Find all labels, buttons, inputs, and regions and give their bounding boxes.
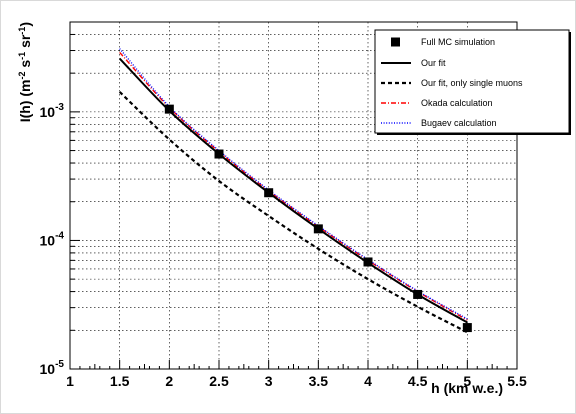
- x-tick-label: 2.5: [209, 373, 229, 389]
- y-tick-label-exponent: -5: [55, 359, 64, 370]
- y-tick-label-base: 10: [40, 104, 56, 120]
- data-point-full-mc-simulation: [214, 149, 224, 159]
- legend-box: [374, 29, 570, 134]
- y-axis-title: I(h) (m-2 s-1 sr-1): [17, 22, 33, 122]
- x-tick-label: 5: [463, 373, 471, 389]
- y-axis-title-mid2: sr: [17, 34, 33, 52]
- y-tick-label-exponent: -4: [55, 230, 64, 241]
- y-axis-title-exp3: -1: [17, 27, 27, 35]
- x-tick-label: 4: [364, 373, 372, 389]
- legend-marker-full-mc-simulation: [391, 37, 400, 47]
- x-tick-label: 4.5: [408, 373, 428, 389]
- data-point-full-mc-simulation: [313, 224, 323, 234]
- y-axis-title-end: ): [17, 22, 33, 27]
- x-tick-label: 5.5: [507, 373, 527, 389]
- y-axis-title-main: I(h) (m: [17, 80, 33, 123]
- y-tick-labels: 10-510-410-3: [40, 102, 65, 377]
- x-tick-label: 3.5: [309, 373, 329, 389]
- y-axis-title-mid1: s: [17, 60, 33, 72]
- y-tick-label-exponent: -3: [55, 102, 64, 113]
- legend-label-full-mc-simulation: Full MC simulation: [421, 37, 495, 47]
- y-tick-label-base: 10: [40, 361, 56, 377]
- y-tick-label: 10-3: [40, 102, 65, 120]
- legend-label-our-fit: Our fit: [421, 58, 446, 68]
- series-group: [118, 48, 472, 334]
- x-tick-label: 1: [66, 373, 74, 389]
- x-tick-label: 2: [165, 373, 173, 389]
- x-tick-labels: 1 1.5 2 2.5 3 3.5 4 4.5 5 5.5: [66, 373, 527, 389]
- x-tick-label: 1.5: [110, 373, 130, 389]
- y-axis-title-exp1: -2: [17, 72, 27, 80]
- data-point-full-mc-simulation: [462, 323, 472, 333]
- legend-label-bugaev-calculation: Bugaev calculation: [421, 118, 497, 128]
- data-point-full-mc-simulation: [164, 104, 174, 114]
- y-tick-label: 10-5: [40, 359, 65, 377]
- legend-label-okada-calculation: Okada calculation: [421, 98, 493, 108]
- y-tick-label-base: 10: [40, 232, 56, 248]
- data-point-full-mc-simulation: [264, 188, 274, 198]
- x-axis-title: h (km w.e.): [431, 380, 503, 396]
- legend: Full MC simulation Our fit Our fit, only s…: [374, 29, 571, 135]
- data-point-full-mc-simulation: [363, 257, 373, 267]
- x-tick-label: 3: [265, 373, 273, 389]
- axis-ticks: [69, 21, 518, 370]
- y-axis-title-exp2: -1: [17, 52, 27, 60]
- data-point-full-mc-simulation: [413, 289, 423, 299]
- y-tick-label: 10-4: [40, 230, 65, 248]
- legend-label-our-fit-only-single-muons: Our fit, only single muons: [421, 78, 523, 88]
